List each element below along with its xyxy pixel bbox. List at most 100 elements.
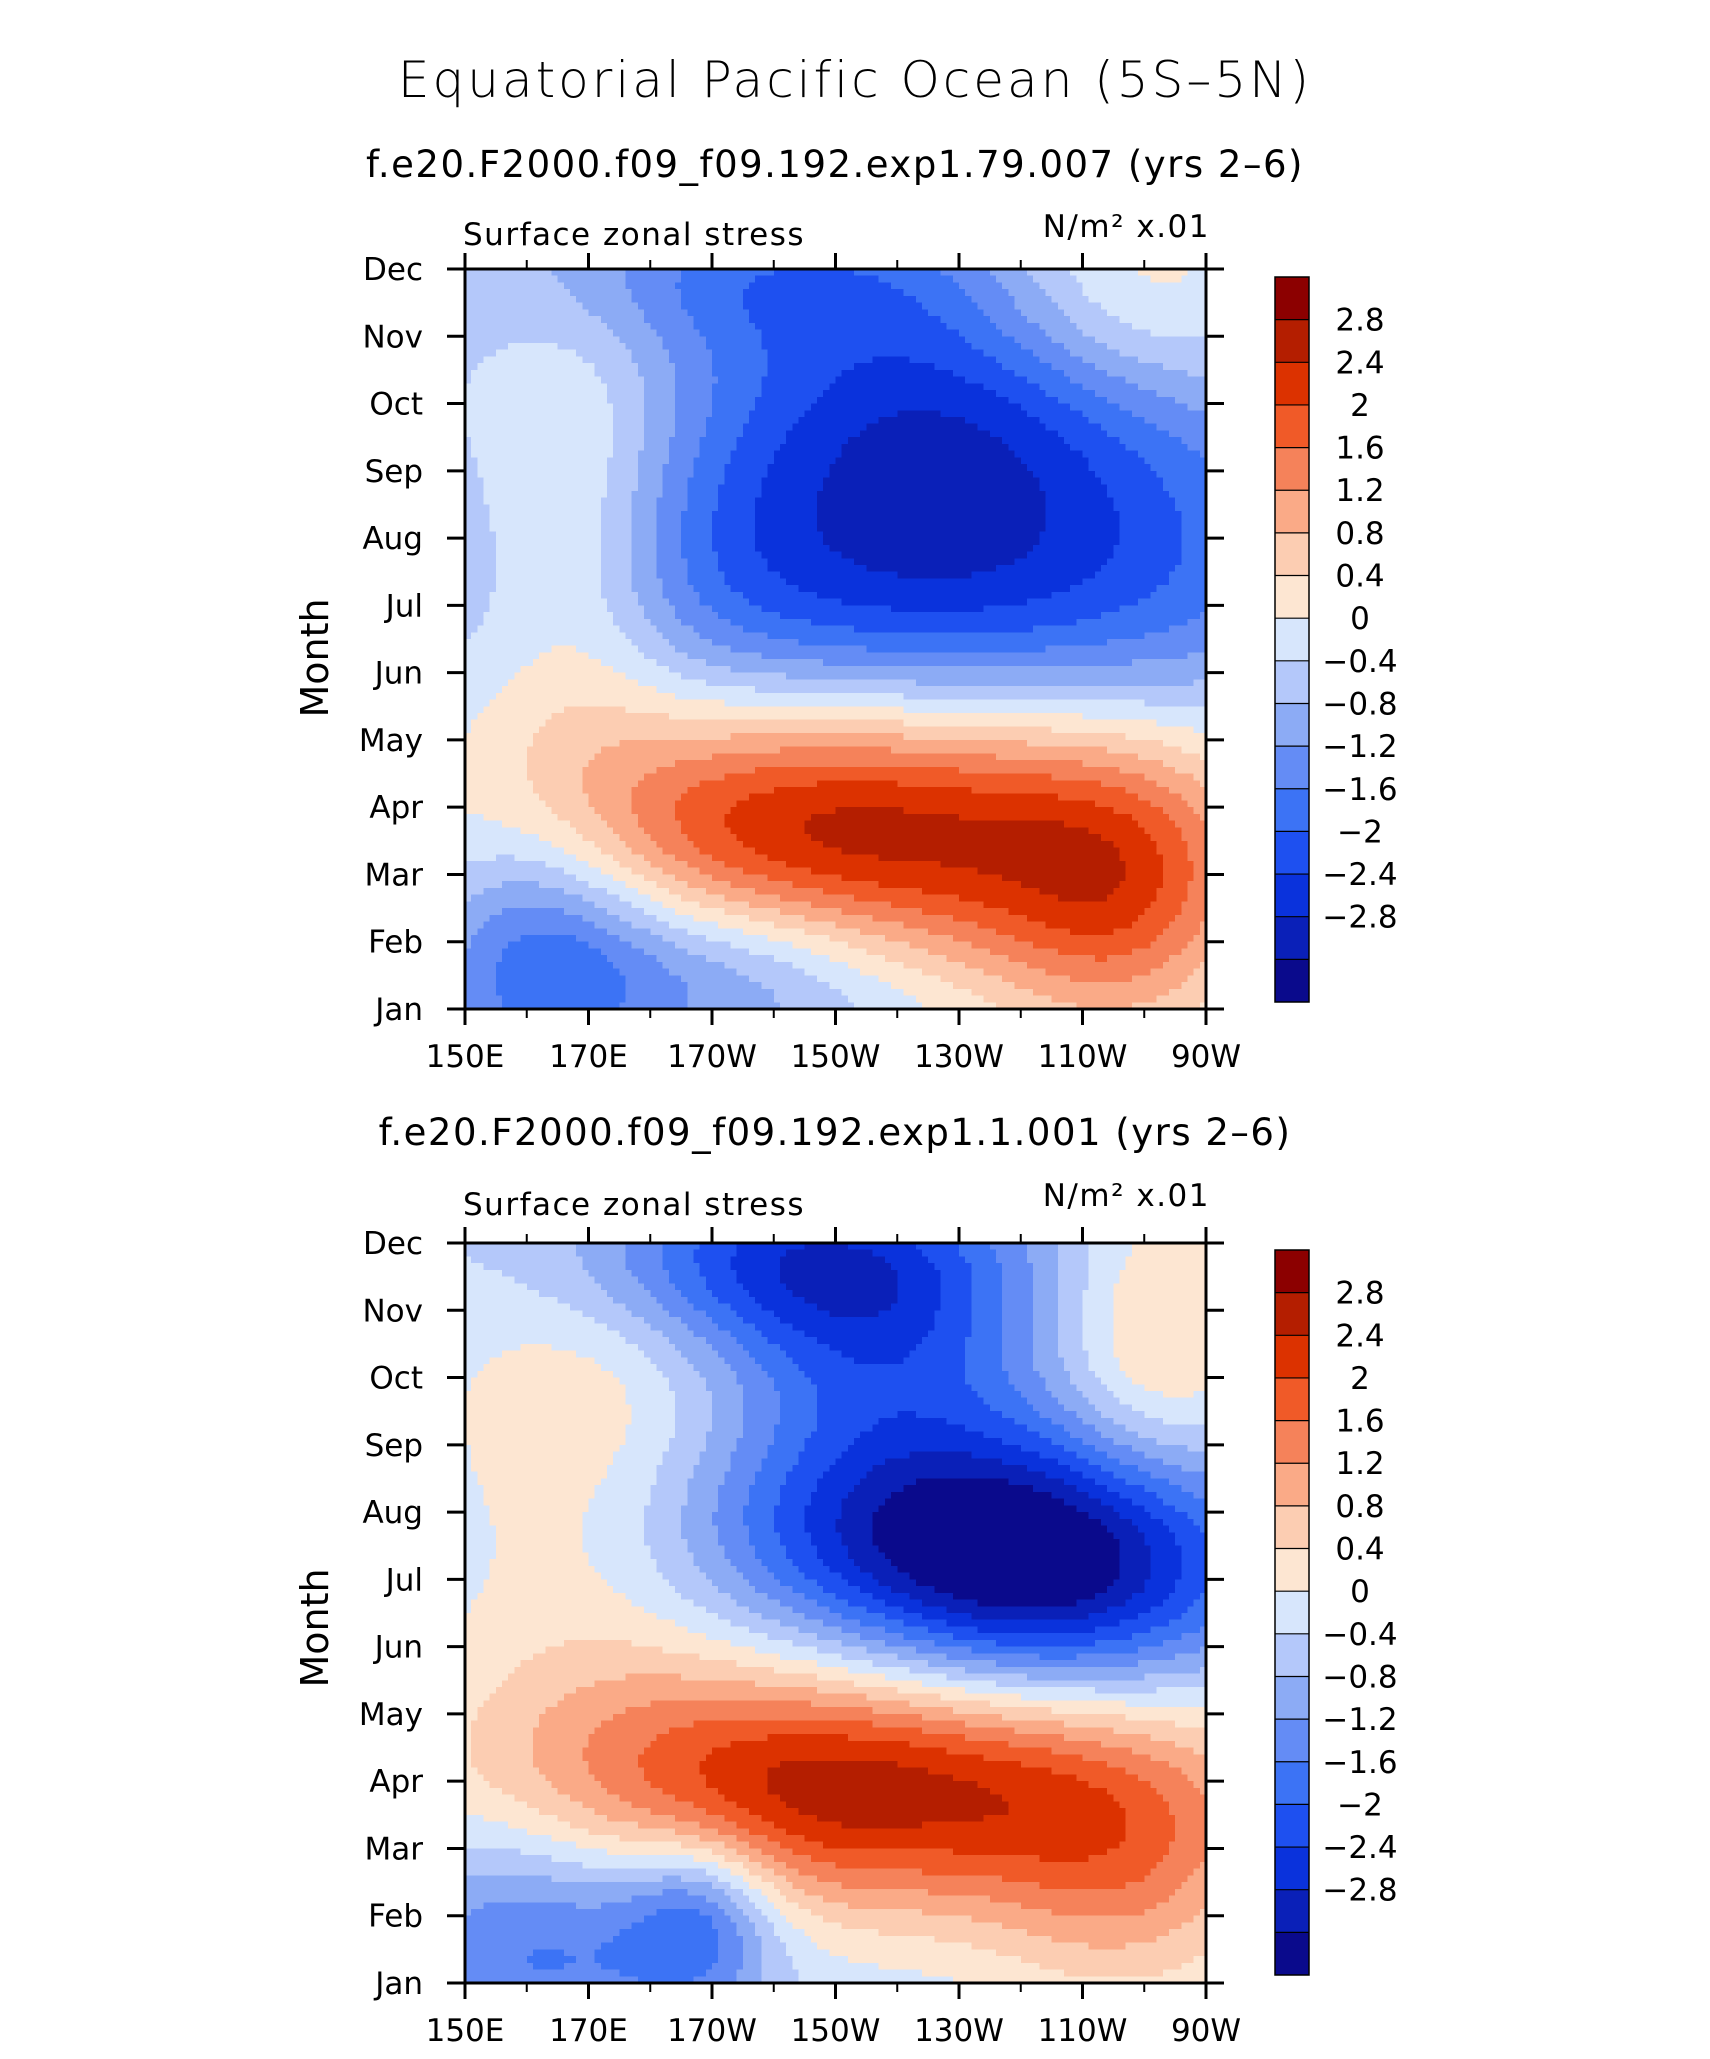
field-cell [971,296,978,303]
field-cell [1181,410,1188,417]
field-cell [533,390,540,397]
field-cell [1015,296,1022,303]
field-cell [860,289,867,296]
field-cell [656,282,663,289]
field-cell [1027,356,1034,363]
field-cell [1076,336,1083,343]
field-cell [996,303,1003,310]
field-cell [533,397,540,404]
field-cell [737,370,744,377]
field-cell [1150,309,1157,316]
field-cell [817,404,824,411]
field-cell [514,430,521,437]
field-cell [1113,404,1120,411]
field-cell [1144,377,1151,384]
field-cell [1187,370,1194,377]
field-cell [947,296,954,303]
field-cell [1052,410,1059,417]
field-cell [848,289,855,296]
field-cell [681,397,688,404]
field-cell [1052,363,1059,370]
field-cell [829,356,836,363]
field-cell [798,303,805,310]
field-cell [959,330,966,337]
field-cell [1076,356,1083,363]
field-cell [737,289,744,296]
field-cell [1089,377,1096,384]
field-cell [1039,390,1046,397]
field-cell [885,350,892,357]
field-cell [873,410,880,417]
field-cell [1033,289,1040,296]
field-cell [786,336,793,343]
field-cell [947,424,954,431]
field-cell [1126,356,1133,363]
field-cell [990,282,997,289]
field-cell [1175,296,1182,303]
field-cell [1083,309,1090,316]
field-cell [854,323,861,330]
field-cell [1157,350,1164,357]
field-cell [928,377,935,384]
field-cell [780,424,787,431]
field-cell [1175,276,1182,283]
field-cell [897,383,904,390]
field-cell [663,350,670,357]
field-cell [805,282,812,289]
field-cell [477,282,484,289]
field-cell [718,323,725,330]
field-cell [502,303,509,310]
field-cell [675,296,682,303]
field-cell [836,336,843,343]
field-cell [953,303,960,310]
field-cell [842,330,849,337]
field-cell [706,370,713,377]
field-cell [589,370,596,377]
field-cell [1045,370,1052,377]
field-cell [521,383,528,390]
field-cell [1045,343,1052,350]
field-cell [564,289,571,296]
field-cell [545,336,552,343]
field-cell [1008,316,1015,323]
field-cell [1126,390,1133,397]
field-cell [842,370,849,377]
field-cell [866,336,873,343]
field-cell [1150,363,1157,370]
field-cell [490,330,497,337]
field-cell [984,350,991,357]
field-cell [693,330,700,337]
field-cell [731,410,738,417]
field-cell [755,383,762,390]
field-cell [1039,343,1046,350]
field-cell [873,356,880,363]
field-cell [589,350,596,357]
field-cell [490,390,497,397]
field-cell [687,289,694,296]
field-cell [693,377,700,384]
field-cell [675,370,682,377]
field-cell [514,410,521,417]
field-cell [786,383,793,390]
field-cell [780,356,787,363]
field-cell [693,289,700,296]
field-cell [879,397,886,404]
field-cell [1070,410,1077,417]
field-cell [984,410,991,417]
field-cell [1194,276,1201,283]
field-cell [1021,336,1028,343]
field-cell [823,424,830,431]
field-cell [916,383,923,390]
field-cell [1002,316,1009,323]
field-cell [731,397,738,404]
field-cell [564,343,571,350]
field-cell [601,363,608,370]
field-cell [1175,282,1182,289]
field-cell [848,383,855,390]
field-cell [965,323,972,330]
field-cell [1120,417,1127,424]
field-cell [582,316,589,323]
field-cell [589,296,596,303]
field-cell [1045,303,1052,310]
field-cell [984,282,991,289]
